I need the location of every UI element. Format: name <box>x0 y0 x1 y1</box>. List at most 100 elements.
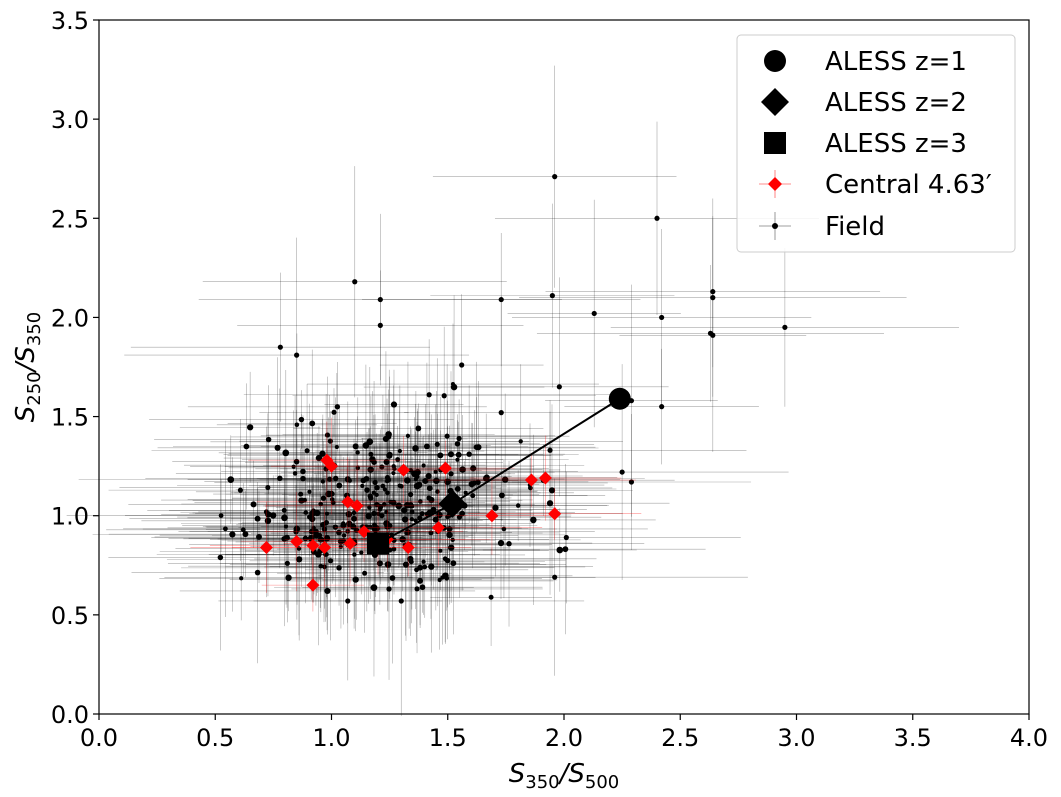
field-point <box>232 456 468 506</box>
field-marker <box>426 392 432 398</box>
field-marker <box>459 466 466 473</box>
field-points <box>66 65 960 716</box>
field-point <box>290 492 495 664</box>
field-point <box>360 459 648 599</box>
field-point <box>293 440 420 620</box>
field-marker <box>365 512 372 520</box>
field-point <box>202 166 507 398</box>
field-marker <box>217 554 224 561</box>
field-point <box>306 400 589 564</box>
field-marker <box>336 565 342 571</box>
field-marker <box>336 529 342 536</box>
field-point <box>189 498 434 565</box>
central-point <box>261 558 365 612</box>
field-marker <box>562 546 569 553</box>
field-point <box>291 524 543 654</box>
x-tick-label: 2.0 <box>545 724 583 752</box>
field-point <box>216 333 377 517</box>
field-marker <box>382 487 388 492</box>
field-marker <box>381 502 387 507</box>
field-point <box>296 433 519 528</box>
field-marker <box>345 528 351 534</box>
field-marker <box>351 510 357 516</box>
field-point <box>610 247 960 407</box>
field-marker <box>528 485 533 491</box>
field-marker <box>399 535 406 543</box>
field-marker <box>334 404 341 410</box>
field-marker <box>450 382 455 387</box>
field-point <box>131 482 384 664</box>
field-point <box>259 388 409 437</box>
field-marker <box>450 560 457 567</box>
field-marker <box>309 420 316 427</box>
field-marker <box>447 451 455 458</box>
field-marker <box>304 448 310 454</box>
y-tick-label: 1.5 <box>51 404 89 432</box>
field-marker <box>405 433 411 438</box>
field-point <box>266 376 389 494</box>
field-point <box>168 473 443 604</box>
field-marker <box>459 510 466 517</box>
field-marker <box>227 476 235 483</box>
field-marker <box>710 289 716 295</box>
field-marker <box>282 449 290 457</box>
field-point <box>124 237 470 473</box>
field-marker <box>321 526 328 532</box>
central-point <box>307 436 500 505</box>
field-point <box>379 294 544 436</box>
field-marker <box>432 516 439 523</box>
field-marker <box>327 438 333 444</box>
central-point <box>283 503 417 584</box>
field-marker <box>350 523 357 530</box>
field-marker <box>428 530 434 536</box>
field-marker <box>409 509 415 515</box>
field-marker <box>395 457 401 462</box>
field-marker <box>434 441 440 447</box>
field-point <box>307 323 599 445</box>
field-point <box>430 203 675 388</box>
central-point <box>376 440 515 496</box>
field-point <box>301 436 623 591</box>
field-point <box>66 479 376 552</box>
field-marker <box>530 516 537 524</box>
field-marker <box>332 524 339 530</box>
field-marker <box>402 561 410 568</box>
field-point <box>329 391 543 571</box>
field-marker <box>324 432 331 438</box>
field-marker <box>408 468 414 473</box>
aless-track <box>367 387 631 555</box>
field-marker <box>659 314 665 321</box>
field-point <box>273 510 449 595</box>
central-marker <box>343 536 357 550</box>
aless-z2-marker <box>438 489 467 518</box>
field-marker <box>498 296 504 303</box>
field-point <box>391 471 741 604</box>
field-point <box>221 435 385 508</box>
field-marker <box>397 448 403 454</box>
central-marker <box>259 540 273 554</box>
field-marker <box>398 483 404 489</box>
field-marker <box>502 476 509 483</box>
field-point <box>108 464 333 651</box>
field-point <box>404 295 599 530</box>
field-marker <box>325 490 333 498</box>
y-tick-label: 2.0 <box>51 304 89 332</box>
field-marker <box>414 586 420 592</box>
legend-label-field: Field <box>825 212 885 242</box>
field-marker <box>270 512 277 519</box>
field-point <box>276 477 533 544</box>
field-marker <box>417 577 424 584</box>
field-point <box>192 414 411 588</box>
field-point <box>129 487 386 551</box>
field-point <box>512 229 812 406</box>
central-point <box>270 417 393 515</box>
field-point <box>288 429 499 517</box>
field-marker <box>782 324 788 330</box>
field-point <box>255 457 432 625</box>
field-marker <box>250 501 257 508</box>
field-marker <box>298 497 305 504</box>
field-marker <box>362 570 368 576</box>
central-marker <box>538 471 552 485</box>
field-marker <box>323 535 331 542</box>
